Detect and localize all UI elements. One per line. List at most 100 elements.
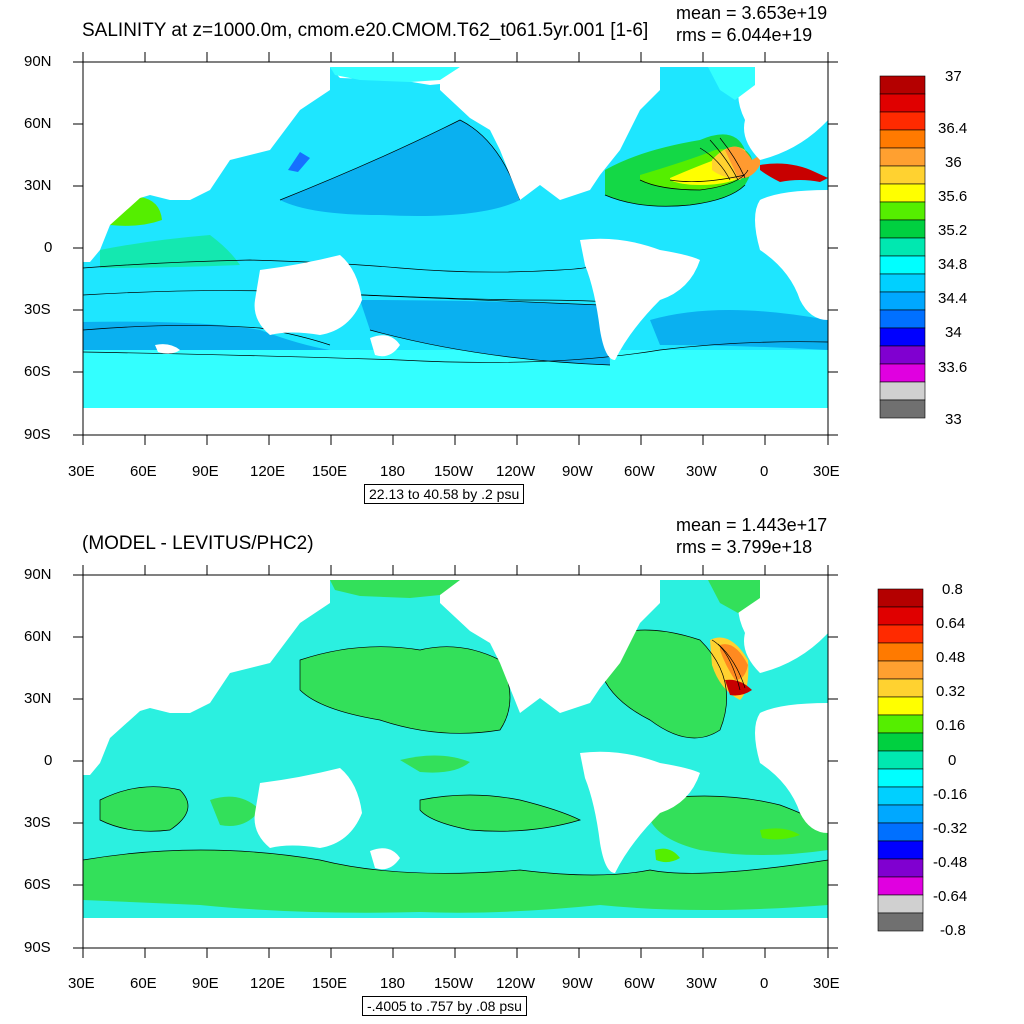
colorbar-swatch	[879, 201, 926, 221]
top-lon-label: 30E	[813, 463, 840, 480]
colorbar-swatch	[879, 327, 926, 347]
colorbar-swatch	[877, 894, 924, 914]
top-lat-label: 30S	[24, 301, 51, 318]
top-rms-stat: rms = 6.044e+19	[676, 25, 813, 45]
bottom-mean-stat: mean = 1.443e+17	[676, 515, 828, 535]
top-lat-label: 90S	[24, 426, 51, 443]
top-lon-label: 60W	[624, 463, 655, 480]
bottom-colorbar-label: 0.16	[936, 717, 966, 734]
bottom-lat-label: 60N	[24, 628, 52, 645]
bottom-lon-label: 60W	[624, 975, 655, 992]
colorbar-swatch	[879, 93, 926, 113]
top-lon-label: 150E	[312, 463, 348, 480]
bottom-lon-label: 0	[760, 975, 769, 992]
colorbar-swatch	[877, 588, 924, 608]
colorbar-swatch	[877, 696, 924, 716]
colorbar-swatch	[877, 804, 924, 824]
bottom-lat-label: 90N	[24, 566, 52, 583]
top-colorbar-label: 35.2	[938, 222, 968, 239]
top-colorbar-label: 33.6	[938, 359, 968, 376]
bottom-colorbar-label: -0.64	[933, 888, 968, 905]
bottom-lat-label: 90S	[24, 939, 51, 956]
colorbar-swatch	[879, 291, 926, 311]
top-landmasses	[83, 67, 828, 435]
bottom-lat-label: 60S	[24, 876, 51, 893]
bottom-colorbar-label: 0.48	[936, 649, 966, 666]
top-colorbar	[879, 75, 926, 419]
top-mean-stat: mean = 3.653e+19	[676, 3, 828, 23]
top-lat-label: 0	[44, 239, 53, 256]
bottom-contour-info: -.4005 to .757 by .08 psu	[362, 996, 527, 1016]
top-lon-label: 90E	[192, 463, 219, 480]
bottom-lon-label: 30W	[686, 975, 717, 992]
colorbar-swatch	[879, 381, 926, 401]
colorbar-swatch	[877, 732, 924, 752]
colorbar-swatch	[879, 183, 926, 203]
top-lon-label: 30E	[68, 463, 95, 480]
colorbar-swatch	[877, 876, 924, 896]
colorbar-swatch	[877, 606, 924, 626]
bottom-lon-label: 180	[380, 975, 406, 992]
bottom-lat-label: 30N	[24, 690, 52, 707]
bottom-lon-label: 150E	[312, 975, 348, 992]
colorbar-swatch	[879, 219, 926, 239]
top-colorbar-label: 33	[945, 411, 962, 428]
top-lon-label: 120E	[250, 463, 286, 480]
colorbar-swatch	[879, 273, 926, 293]
colorbar-swatch	[879, 75, 926, 95]
top-lon-label: 0	[760, 463, 769, 480]
colorbar-swatch	[879, 129, 926, 149]
bottom-lon-label: 90E	[192, 975, 219, 992]
top-lat-label: 90N	[24, 53, 52, 70]
colorbar-swatch	[879, 237, 926, 257]
colorbar-swatch	[879, 363, 926, 383]
top-lon-label: 180	[380, 463, 406, 480]
top-colorbar-label: 36	[945, 154, 962, 171]
bottom-colorbar-label: 0.8	[942, 581, 963, 598]
top-lon-label: 90W	[562, 463, 593, 480]
bottom-lat-label: 0	[44, 752, 53, 769]
top-colorbar-label: 37	[945, 68, 962, 85]
top-panel-title: SALINITY at z=1000.0m, cmom.e20.CMOM.T62…	[82, 20, 649, 41]
colorbar-swatch	[879, 399, 926, 419]
top-colorbar-label: 34	[945, 324, 962, 341]
colorbar-swatch	[879, 165, 926, 185]
colorbar-swatch	[877, 624, 924, 644]
colorbar-swatch	[877, 678, 924, 698]
bottom-colorbar	[877, 588, 924, 932]
bottom-lon-label: 120W	[496, 975, 536, 992]
bottom-colorbar-label: -0.48	[933, 854, 968, 871]
bottom-colorbar-label: -0.8	[940, 922, 966, 939]
bottom-landmasses	[83, 580, 828, 948]
bottom-colorbar-label: 0.32	[936, 683, 966, 700]
bottom-lon-label: 90W	[562, 975, 593, 992]
colorbar-swatch	[877, 660, 924, 680]
top-colorbar-label: 35.6	[938, 188, 968, 205]
bottom-lon-label: 120E	[250, 975, 286, 992]
top-lon-label: 150W	[434, 463, 474, 480]
bottom-lon-label: 30E	[68, 975, 95, 992]
colorbar-swatch	[877, 858, 924, 878]
top-lat-label: 60S	[24, 363, 51, 380]
bottom-lat-label: 30S	[24, 814, 51, 831]
bottom-lon-label: 60E	[130, 975, 157, 992]
bottom-tick-marks	[73, 565, 838, 958]
colorbar-swatch	[879, 111, 926, 131]
top-lon-label: 120W	[496, 463, 536, 480]
colorbar-swatch	[877, 786, 924, 806]
colorbar-swatch	[879, 255, 926, 275]
colorbar-swatch	[879, 147, 926, 167]
colorbar-swatch	[877, 822, 924, 842]
bottom-panel-title: (MODEL - LEVITUS/PHC2)	[82, 533, 314, 554]
colorbar-swatch	[877, 768, 924, 788]
top-colorbar-label: 34.8	[938, 256, 968, 273]
top-lat-label: 60N	[24, 115, 52, 132]
colorbar-swatch	[877, 750, 924, 770]
top-lat-label: 30N	[24, 177, 52, 194]
top-colorbar-label: 36.4	[938, 120, 968, 137]
bottom-colorbar-label: 0.64	[936, 615, 966, 632]
bottom-colorbar-label: -0.32	[933, 820, 968, 837]
colorbar-swatch	[879, 345, 926, 365]
bottom-lon-label: 30E	[813, 975, 840, 992]
